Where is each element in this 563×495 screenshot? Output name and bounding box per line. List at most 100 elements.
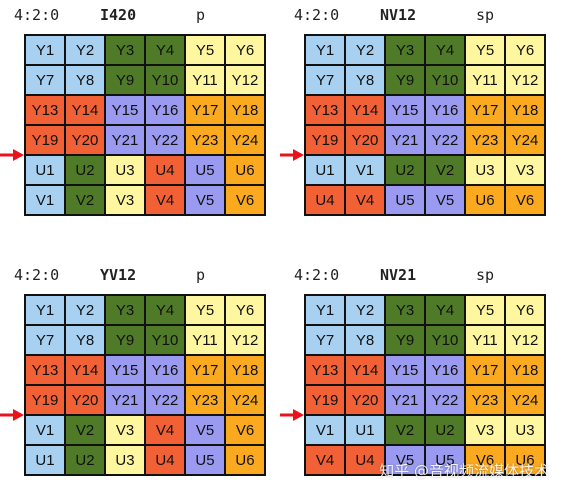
grid-cell: U4: [146, 446, 186, 476]
grid-cell: V2: [426, 156, 466, 186]
grid-cell: Y22: [146, 126, 186, 156]
grid-cell: Y20: [66, 386, 106, 416]
grid-cell: Y11: [466, 326, 506, 356]
grid-cell: U4: [346, 446, 386, 476]
grid-cell: V1: [306, 416, 346, 446]
pixel-grid: Y1 Y2 Y3 Y4 Y5 Y6 Y7 Y8 Y9 Y10 Y11 Y12 Y13 Y14 Y15 Y16 Y…: [304, 294, 546, 476]
grid-cell: Y10: [426, 326, 466, 356]
uv-plane-start-arrow-icon: [280, 149, 304, 161]
grid-cell: U4: [146, 156, 186, 186]
panel-nv12: 4:2:0 NV12 sp Y1 Y2 Y3 Y4 Y5 Y6 Y7 Y8 Y9 Y10 Y11 Y1…: [280, 0, 546, 220]
grid-cell: Y22: [426, 386, 466, 416]
grid-cell: Y4: [426, 36, 466, 66]
grid-cell: U1: [26, 156, 66, 186]
grid-cell: Y11: [466, 66, 506, 96]
grid-cell: U5: [426, 446, 466, 476]
grid-cell: Y15: [106, 356, 146, 386]
grid-cell: U1: [306, 156, 346, 186]
grid-cell: Y8: [346, 326, 386, 356]
plane-type-label: p: [196, 266, 206, 284]
grid-cell: Y7: [26, 326, 66, 356]
grid-cell: Y16: [426, 356, 466, 386]
grid-cell: Y10: [426, 66, 466, 96]
panel-header: 4:2:0 I420 p: [0, 0, 260, 30]
grid-cell: Y20: [346, 386, 386, 416]
grid-cell: Y6: [506, 296, 546, 326]
grid-cell: Y4: [426, 296, 466, 326]
grid-cell: Y19: [26, 126, 66, 156]
grid-cell: V1: [346, 156, 386, 186]
panel-header: 4:2:0 YV12 p: [0, 260, 260, 290]
grid-cell: V6: [506, 186, 546, 216]
grid-cell: Y20: [346, 126, 386, 156]
grid-cell: Y3: [106, 296, 146, 326]
pixel-grid: Y1 Y2 Y3 Y4 Y5 Y6 Y7 Y8 Y9 Y10 Y11 Y12 Y13 Y14 Y15 Y16 Y…: [24, 34, 266, 216]
grid-cell: Y17: [186, 356, 226, 386]
grid-cell: Y1: [306, 296, 346, 326]
grid-cell: Y16: [146, 356, 186, 386]
grid-cell: Y1: [26, 36, 66, 66]
grid-cell: Y12: [506, 326, 546, 356]
plane-type-label: sp: [476, 266, 495, 284]
grid-cell: U2: [386, 156, 426, 186]
grid-cell: Y7: [26, 66, 66, 96]
grid-cell: V4: [146, 416, 186, 446]
grid-cell: Y9: [386, 66, 426, 96]
uv-plane-start-arrow-icon: [0, 409, 24, 421]
grid-cell: Y23: [466, 386, 506, 416]
grid-cell: V1: [26, 416, 66, 446]
grid-cell: Y10: [146, 326, 186, 356]
grid-cell: Y4: [146, 296, 186, 326]
pixel-grid: Y1 Y2 Y3 Y4 Y5 Y6 Y7 Y8 Y9 Y10 Y11 Y12 Y13 Y14 Y15 Y16 Y…: [24, 294, 266, 476]
grid-cell: Y13: [26, 356, 66, 386]
grid-cell: Y19: [306, 126, 346, 156]
grid-cell: Y17: [186, 96, 226, 126]
grid-cell: Y24: [506, 386, 546, 416]
grid-cell: Y13: [26, 96, 66, 126]
grid-cell: Y21: [106, 386, 146, 416]
grid-cell: Y15: [386, 96, 426, 126]
grid-cell: V4: [306, 446, 346, 476]
format-name-label: I420: [100, 6, 137, 24]
pixel-grid: Y1 Y2 Y3 Y4 Y5 Y6 Y7 Y8 Y9 Y10 Y11 Y12 Y13 Y14 Y15 Y16 Y…: [304, 34, 546, 216]
grid-cell: V5: [426, 186, 466, 216]
grid-cell: Y6: [506, 36, 546, 66]
grid-cell: Y21: [386, 126, 426, 156]
grid-cell: U6: [226, 156, 266, 186]
grid-cell: V2: [386, 416, 426, 446]
grid-cell: Y14: [346, 356, 386, 386]
grid-cell: Y22: [146, 386, 186, 416]
grid-cell: Y17: [466, 96, 506, 126]
grid-cell: V2: [66, 416, 106, 446]
grid-cell: Y18: [226, 96, 266, 126]
grid-cell: U4: [306, 186, 346, 216]
grid-cell: Y5: [186, 36, 226, 66]
grid-cell: V4: [146, 186, 186, 216]
grid-cell: Y23: [186, 386, 226, 416]
grid-cell: U5: [186, 446, 226, 476]
grid-cell: U5: [186, 156, 226, 186]
grid-cell: Y18: [506, 356, 546, 386]
chroma-format-label: 4:2:0: [294, 6, 340, 24]
grid-cell: Y5: [466, 36, 506, 66]
grid-cell: V5: [186, 186, 226, 216]
grid-cell: U2: [66, 446, 106, 476]
grid-cell: U3: [506, 416, 546, 446]
grid-cell: Y21: [386, 386, 426, 416]
grid-cell: Y16: [426, 96, 466, 126]
chroma-format-label: 4:2:0: [14, 266, 60, 284]
uv-plane-start-arrow-icon: [280, 409, 304, 421]
grid-cell: V5: [386, 446, 426, 476]
grid-cell: U5: [386, 186, 426, 216]
grid-cell: Y3: [386, 36, 426, 66]
grid-cell: U1: [26, 446, 66, 476]
grid-cell: Y7: [306, 66, 346, 96]
grid-cell: Y24: [226, 386, 266, 416]
panel-yv12: 4:2:0 YV12 p Y1 Y2 Y3 Y4 Y5 Y6 Y7 Y8 Y9 Y10 Y11 Y12…: [0, 260, 266, 480]
chroma-format-label: 4:2:0: [294, 266, 340, 284]
grid-cell: Y18: [506, 96, 546, 126]
grid-cell: V1: [26, 186, 66, 216]
grid-cell: Y8: [66, 66, 106, 96]
grid-cell: V6: [466, 446, 506, 476]
grid-cell: Y7: [306, 326, 346, 356]
